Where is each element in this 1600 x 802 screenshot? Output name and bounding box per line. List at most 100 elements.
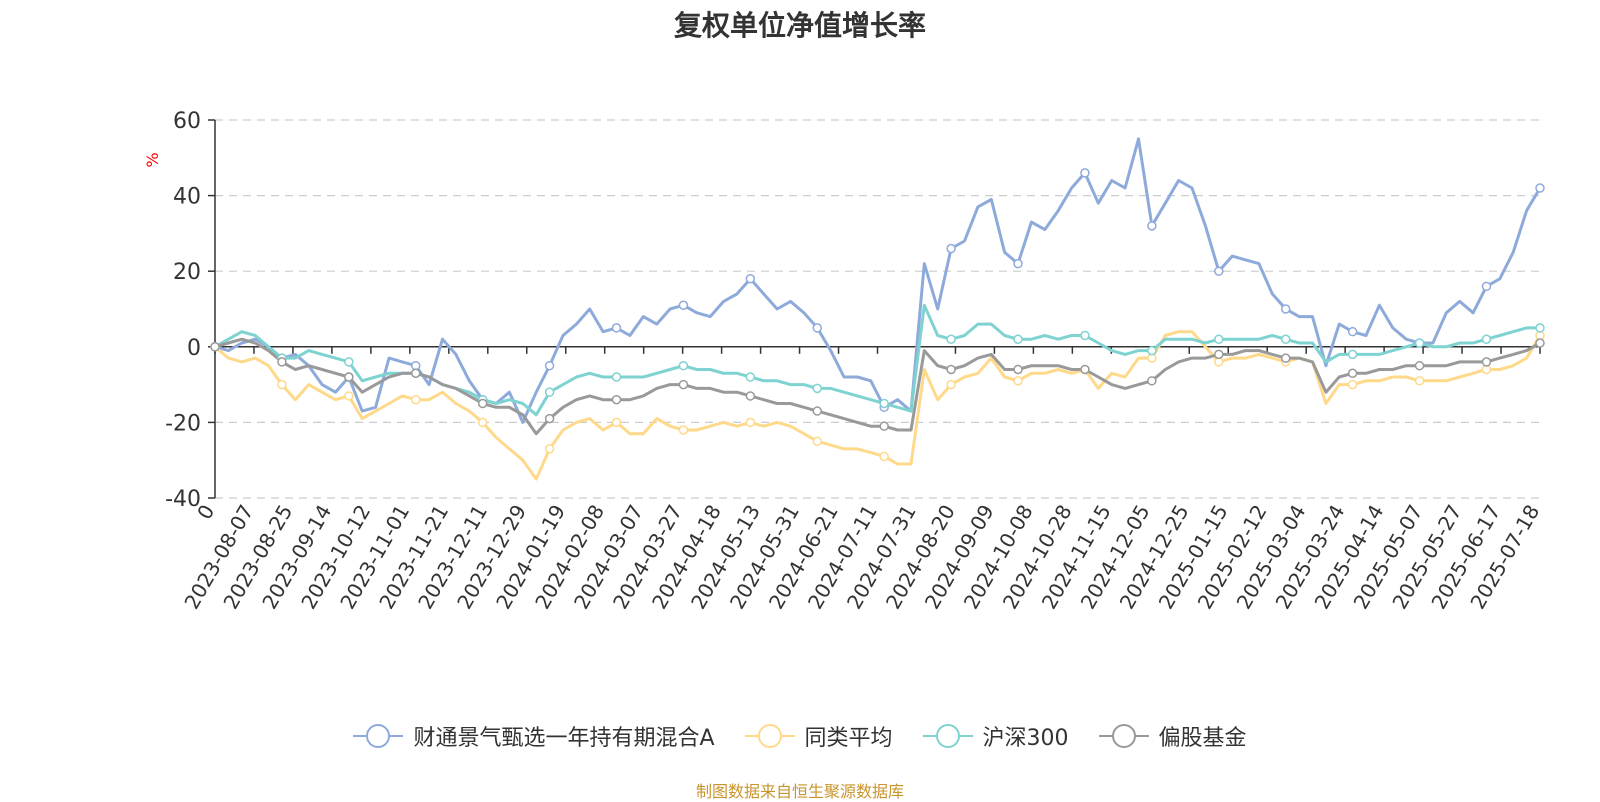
series-3-point-25 — [544, 413, 555, 424]
series-3-point-35 — [678, 379, 689, 390]
series-0-point-75 — [1214, 266, 1224, 276]
series-0-point-85 — [1347, 326, 1358, 337]
series-2-point-50 — [879, 398, 889, 409]
marker-layer — [210, 168, 1545, 462]
series-3-point-0 — [210, 342, 220, 352]
series-2-point-95 — [1481, 334, 1492, 344]
series-2-point-65 — [1080, 330, 1090, 341]
legend-swatch-1 — [744, 724, 795, 748]
series-3-point-99 — [1535, 338, 1545, 348]
y-tick-label-4: 40 — [173, 185, 201, 210]
legend-label-3: 偏股基金 — [1158, 726, 1247, 751]
series-3-point-55 — [946, 364, 956, 375]
legend-swatch-3 — [1098, 724, 1149, 748]
series-3-point-50 — [879, 421, 889, 431]
legend-item-2[interactable]: 沪深300 — [922, 720, 1069, 752]
series-1-point-50 — [879, 451, 889, 462]
series-1-point-99 — [1535, 330, 1545, 341]
series-3-point-95 — [1481, 357, 1492, 367]
y-tick-label-3: 20 — [173, 260, 201, 285]
series-1-point-20 — [477, 417, 488, 428]
series-0-point-55 — [946, 243, 956, 254]
series-1-point-30 — [611, 417, 622, 428]
series-line-3 — [214, 337, 1541, 436]
legend-label-2: 沪深300 — [982, 726, 1069, 751]
series-0-point-99 — [1535, 183, 1545, 193]
series-2-point-40 — [745, 372, 756, 382]
series-2-point-85 — [1347, 349, 1358, 360]
series-3-point-85 — [1347, 368, 1358, 379]
series-line-0 — [214, 137, 1542, 424]
series-2-point-90 — [1414, 338, 1425, 348]
series-1-point-55 — [946, 379, 956, 390]
series-3-point-15 — [411, 368, 421, 379]
series-1-point-35 — [678, 425, 689, 435]
series-3-point-45 — [812, 406, 823, 416]
series-0-point-70 — [1147, 221, 1157, 231]
series-3-point-90 — [1414, 360, 1425, 371]
source-note: 制图数据来自恒生聚源数据库 — [695, 782, 904, 801]
y-tick-label-2: 0 — [187, 336, 201, 361]
chart-title: 复权单位净值增长率 — [673, 9, 926, 42]
series-3-point-40 — [745, 391, 756, 401]
series-layer — [214, 137, 1542, 481]
series-1-point-60 — [1013, 376, 1023, 386]
legend: 财通景气甄选一年持有期混合A 同类平均 沪深300 偏股基金 — [0, 720, 1600, 752]
series-3-point-75 — [1214, 349, 1224, 360]
series-1-point-75 — [1214, 357, 1224, 367]
series-0-point-35 — [678, 300, 689, 310]
legend-swatch-0 — [353, 724, 404, 748]
series-line-1 — [214, 330, 1542, 481]
series-3-point-70 — [1147, 376, 1157, 386]
series-3-point-10 — [344, 372, 354, 382]
series-0-point-80 — [1280, 304, 1291, 314]
series-2-point-10 — [344, 357, 354, 367]
series-1-point-70 — [1147, 353, 1157, 363]
series-0-point-60 — [1013, 258, 1023, 269]
series-1-point-5 — [277, 379, 287, 390]
y-axis-label: % — [143, 152, 162, 167]
series-2-point-35 — [678, 360, 689, 371]
series-2-point-25 — [544, 387, 555, 397]
series-2-point-99 — [1535, 323, 1545, 333]
y-tick-label-1: -20 — [165, 411, 201, 436]
series-1-point-95 — [1481, 364, 1492, 375]
series-1-point-15 — [411, 394, 421, 405]
series-0-point-40 — [745, 274, 756, 284]
series-3-point-65 — [1080, 364, 1090, 375]
series-0-point-95 — [1481, 281, 1492, 292]
legend-item-3[interactable]: 偏股基金 — [1098, 720, 1247, 752]
legend-label-1: 同类平均 — [804, 726, 893, 751]
series-0-point-30 — [611, 323, 622, 333]
series-2-point-70 — [1147, 345, 1157, 356]
series-0-point-15 — [411, 360, 421, 371]
series-1-point-85 — [1347, 379, 1358, 390]
series-1-point-45 — [812, 436, 823, 447]
series-2-point-30 — [611, 372, 622, 382]
series-2-point-80 — [1280, 334, 1291, 344]
series-2-point-55 — [946, 334, 956, 344]
series-1-point-90 — [1414, 376, 1425, 386]
y-tick-label-5: 60 — [173, 109, 201, 134]
series-3-point-5 — [277, 357, 287, 367]
series-3-point-20 — [477, 398, 488, 409]
series-3-point-60 — [1013, 364, 1023, 375]
series-3-point-80 — [1280, 353, 1291, 363]
legend-item-0[interactable]: 财通景气甄选一年持有期混合A — [353, 720, 715, 752]
series-2-point-75 — [1214, 334, 1224, 344]
x-tick-label-0: 0 — [192, 501, 219, 524]
series-1-point-25 — [544, 444, 555, 454]
axis-layer — [208, 119, 1541, 499]
legend-swatch-2 — [922, 724, 973, 748]
series-0-point-25 — [544, 360, 555, 371]
series-3-point-30 — [611, 394, 622, 405]
legend-item-1[interactable]: 同类平均 — [744, 720, 893, 752]
series-1-point-10 — [344, 391, 354, 401]
legend-label-0: 财通景气甄选一年持有期混合A — [413, 726, 715, 751]
y-tick-label-0: -40 — [165, 487, 201, 512]
grid-layer — [215, 119, 1540, 499]
chart-plot: -40-200204060%02023-08-072023-08-252023-… — [143, 109, 1545, 613]
series-1-point-40 — [745, 417, 756, 428]
series-2-point-45 — [812, 383, 823, 394]
series-0-point-65 — [1080, 168, 1090, 178]
